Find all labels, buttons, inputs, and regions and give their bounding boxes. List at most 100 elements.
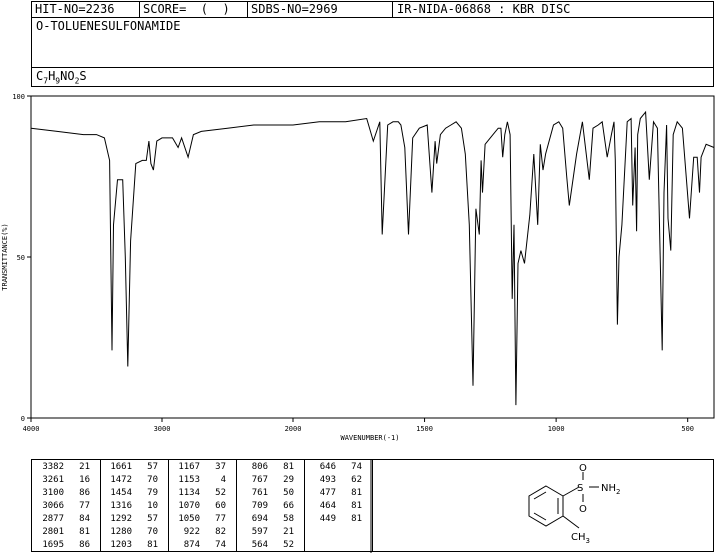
peak-column: 646 74 493 62 477 81 464 81 449 81 (304, 460, 373, 551)
peak-wavenumber: 564 (251, 540, 268, 550)
peak-wavenumber: 3100 (42, 488, 64, 498)
peak-row: 1472 70 (100, 473, 168, 486)
peak-transmittance: 74 (351, 462, 362, 472)
peak-row: 3066 77 (32, 499, 100, 512)
peak-transmittance: 81 (283, 462, 294, 472)
plot-frame (30, 95, 715, 419)
peak-row: 767 29 (236, 473, 304, 486)
peak-row: 597 21 (236, 525, 304, 538)
peak-row: 646 74 (304, 460, 372, 473)
peak-row: 1167 37 (168, 460, 236, 473)
peak-transmittance: 81 (351, 488, 362, 498)
y-tick-label: 100 (12, 93, 25, 101)
peak-column: 1661 57 1472 70 1454 79 1316 10 1292 57 1280 70 1203… (100, 460, 169, 551)
peak-table: S O O NH2 CH3 3382 21 3261 16 3100 86 3066 77 28… (31, 459, 714, 553)
x-tick-label: 1500 (416, 425, 433, 433)
peak-transmittance: 77 (79, 501, 90, 511)
peak-transmittance: 81 (351, 514, 362, 524)
header-bar: HIT-NO=2236 SCORE= ( ) SDBS-NO=2969 IR-N… (31, 1, 714, 18)
peak-wavenumber: 477 (319, 488, 336, 498)
peak-wavenumber: 806 (251, 462, 268, 472)
peak-wavenumber: 767 (251, 475, 268, 485)
peak-transmittance: 29 (283, 475, 294, 485)
peak-transmittance: 81 (351, 501, 362, 511)
peak-row: 1292 57 (100, 512, 168, 525)
methyl-label: CH3 (571, 532, 590, 545)
peak-row: 1153 4 (168, 473, 236, 486)
peak-wavenumber: 646 (319, 462, 336, 472)
peak-transmittance: 62 (351, 475, 362, 485)
peak-row: 709 66 (236, 499, 304, 512)
peak-transmittance: 57 (147, 514, 158, 524)
peak-transmittance: 66 (283, 501, 294, 511)
peak-row: 1070 60 (168, 499, 236, 512)
peak-wavenumber: 874 (183, 540, 200, 550)
peak-column: 1167 37 1153 4 1134 52 1070 60 1050 77 922 82 874 74 (168, 460, 237, 551)
peak-wavenumber: 1070 (178, 501, 200, 511)
x-tick-label: 500 (681, 425, 694, 433)
y-tick-label: 0 (21, 415, 25, 423)
peak-wavenumber: 761 (251, 488, 268, 498)
divider (32, 67, 713, 68)
peak-row: 1203 81 (100, 538, 168, 551)
peak-transmittance: 16 (79, 475, 90, 485)
peak-transmittance: 84 (79, 514, 90, 524)
peak-transmittance: 79 (147, 488, 158, 498)
y-tick-label: 50 (17, 254, 25, 262)
peak-wavenumber: 597 (251, 527, 268, 537)
oxygen-label-top: O (579, 463, 587, 474)
spectrum-line (30, 110, 715, 406)
peak-wavenumber: 1316 (110, 501, 132, 511)
peak-wavenumber: 694 (251, 514, 268, 524)
ir-source: IR-NIDA-06868 : KBR DISC (392, 2, 570, 17)
chemical-structure: S O O NH2 CH3 (370, 460, 620, 553)
peak-wavenumber: 1153 (178, 475, 200, 485)
peak-row: 694 58 (236, 512, 304, 525)
peak-wavenumber: 1280 (110, 527, 132, 537)
peak-transmittance: 4 (220, 475, 226, 485)
peak-wavenumber: 2801 (42, 527, 64, 537)
peak-wavenumber: 3382 (42, 462, 64, 472)
peak-row: 464 81 (304, 499, 372, 512)
peak-column: 806 81 767 29 761 50 709 66 694 58 597 21 564 52 (236, 460, 305, 551)
peak-wavenumber: 1661 (110, 462, 132, 472)
x-tick-label: 2000 (285, 425, 302, 433)
peak-transmittance: 77 (215, 514, 226, 524)
peak-transmittance: 81 (79, 527, 90, 537)
peak-transmittance: 70 (147, 475, 158, 485)
peak-wavenumber: 1695 (42, 540, 64, 550)
oxygen-label-bottom: O (579, 504, 587, 515)
peak-wavenumber: 922 (183, 527, 200, 537)
peak-transmittance: 86 (79, 540, 90, 550)
peak-transmittance: 10 (147, 501, 158, 511)
peak-row: 2801 81 (32, 525, 100, 538)
hit-number: HIT-NO=2236 (35, 2, 115, 16)
peak-wavenumber: 1134 (178, 488, 200, 498)
y-axis-label: TRANSMITTANCE(%) (1, 223, 9, 290)
peak-transmittance: 52 (215, 488, 226, 498)
x-axis-label: WAVENUMBER(-1) (340, 434, 399, 442)
molecular-formula: C7H9NO2S (36, 69, 87, 86)
peak-transmittance: 86 (79, 488, 90, 498)
peak-wavenumber: 2877 (42, 514, 64, 524)
peak-row: 493 62 (304, 473, 372, 486)
x-tick-label: 3000 (154, 425, 171, 433)
peak-row: 761 50 (236, 486, 304, 499)
peak-row: 449 81 (304, 512, 372, 525)
peak-transmittance: 82 (215, 527, 226, 537)
peak-column: 3382 21 3261 16 3100 86 3066 77 2877 84 2801 81 1695… (32, 460, 101, 551)
peak-row: 1454 79 (100, 486, 168, 499)
peak-row: 477 81 (304, 486, 372, 499)
peak-wavenumber: 1454 (110, 488, 132, 498)
peak-transmittance: 70 (147, 527, 158, 537)
peak-row: 3382 21 (32, 460, 100, 473)
peak-row: 1695 86 (32, 538, 100, 551)
peak-row: 874 74 (168, 538, 236, 551)
x-tick-label: 1000 (548, 425, 565, 433)
peak-wavenumber: 1292 (110, 514, 132, 524)
peak-row: 806 81 (236, 460, 304, 473)
peak-row: 3100 86 (32, 486, 100, 499)
peak-transmittance: 52 (283, 540, 294, 550)
peak-transmittance: 37 (215, 462, 226, 472)
